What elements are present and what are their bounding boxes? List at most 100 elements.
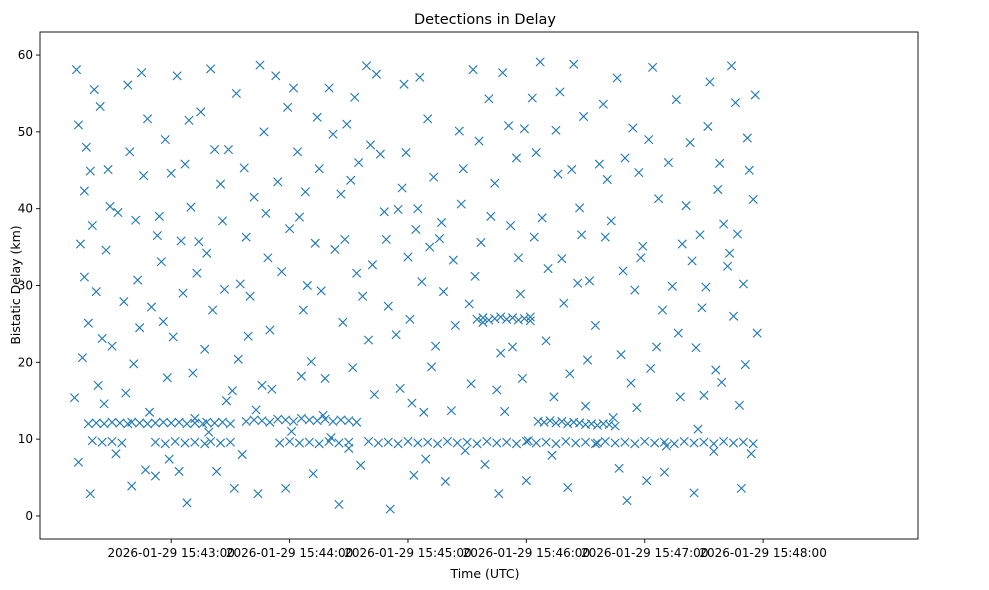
data-point <box>259 127 269 137</box>
data-point <box>432 439 443 449</box>
data-point <box>101 245 111 255</box>
data-point <box>565 369 575 379</box>
data-point <box>673 328 683 338</box>
data-point <box>586 419 597 429</box>
data-point <box>423 114 433 124</box>
data-point <box>429 172 439 182</box>
data-point <box>304 437 314 447</box>
data-point <box>79 272 89 282</box>
data-point <box>525 316 535 326</box>
data-point <box>215 438 226 448</box>
data-point <box>302 280 312 291</box>
data-point <box>342 119 352 129</box>
data-point <box>233 354 243 364</box>
data-point <box>634 167 644 178</box>
data-point <box>99 399 109 409</box>
data-point <box>636 253 646 263</box>
data-point <box>685 138 695 148</box>
data-point <box>87 220 97 231</box>
data-point <box>283 102 293 112</box>
data-point <box>618 266 628 276</box>
data-point <box>158 417 168 427</box>
data-point <box>584 276 595 286</box>
x-tick-label: 2026-01-29 15:45:00 <box>344 546 471 560</box>
data-point <box>160 134 170 145</box>
data-point <box>567 164 577 175</box>
data-point <box>168 332 178 342</box>
data-point <box>507 313 518 323</box>
data-point <box>328 129 338 139</box>
data-point <box>71 65 82 75</box>
data-point <box>561 436 571 447</box>
data-point <box>492 385 502 395</box>
y-tick-label: 40 <box>18 202 33 216</box>
data-point <box>744 165 754 175</box>
data-point <box>436 217 447 228</box>
data-point <box>695 230 705 240</box>
data-point <box>679 436 689 447</box>
data-point <box>344 416 354 426</box>
data-point <box>689 488 699 498</box>
data-point <box>480 459 490 470</box>
data-point <box>407 398 417 408</box>
y-tick-label: 20 <box>18 355 33 369</box>
data-point <box>738 279 748 289</box>
data-point <box>330 244 340 254</box>
data-point <box>734 400 745 410</box>
data-point <box>557 416 567 427</box>
data-point <box>746 449 756 459</box>
data-point <box>500 406 510 417</box>
data-point <box>490 313 500 324</box>
data-point <box>180 159 190 169</box>
y-tick-label: 50 <box>18 125 33 139</box>
data-point <box>397 183 407 193</box>
data-point <box>95 101 105 112</box>
data-point <box>541 437 551 447</box>
data-point <box>125 147 135 157</box>
data-point <box>103 164 113 175</box>
data-point <box>249 192 259 202</box>
chart-title: Detections in Delay <box>414 12 556 28</box>
data-point <box>527 93 537 103</box>
data-point <box>217 417 228 427</box>
data-point <box>582 355 593 365</box>
data-point <box>715 158 725 168</box>
data-point <box>356 460 366 470</box>
data-point <box>728 438 739 448</box>
data-point <box>326 433 336 443</box>
data-point <box>131 215 141 225</box>
data-point <box>231 88 241 99</box>
data-point <box>482 436 492 447</box>
data-point <box>288 83 299 93</box>
data-point <box>427 362 437 372</box>
data-point <box>140 465 151 475</box>
data-point <box>91 418 101 428</box>
data-point <box>590 320 600 331</box>
data-point <box>551 439 561 449</box>
data-point <box>306 356 316 367</box>
x-tick-label: 2026-01-29 15:47:00 <box>581 546 708 560</box>
data-point <box>395 383 405 394</box>
data-point <box>630 439 640 449</box>
data-point <box>648 62 658 72</box>
data-point <box>724 248 735 258</box>
data-point <box>513 253 524 263</box>
data-point <box>251 405 261 415</box>
data-point <box>590 439 600 449</box>
x-tick-label: 2026-01-29 15:48:00 <box>699 546 826 560</box>
x-tick-label: 2026-01-29 15:46:00 <box>463 546 590 560</box>
data-point <box>513 315 524 325</box>
data-point <box>310 238 320 248</box>
data-point <box>166 418 176 428</box>
data-point <box>632 403 642 413</box>
x-tick-label: 2026-01-29 15:43:00 <box>107 546 234 560</box>
data-point <box>578 111 589 122</box>
data-point <box>472 314 482 324</box>
data-point <box>292 147 303 157</box>
data-point <box>174 417 184 427</box>
data-point <box>241 416 251 427</box>
y-tick-label: 10 <box>18 432 33 446</box>
data-point <box>223 144 234 155</box>
data-point <box>93 380 103 390</box>
data-point <box>81 142 91 152</box>
